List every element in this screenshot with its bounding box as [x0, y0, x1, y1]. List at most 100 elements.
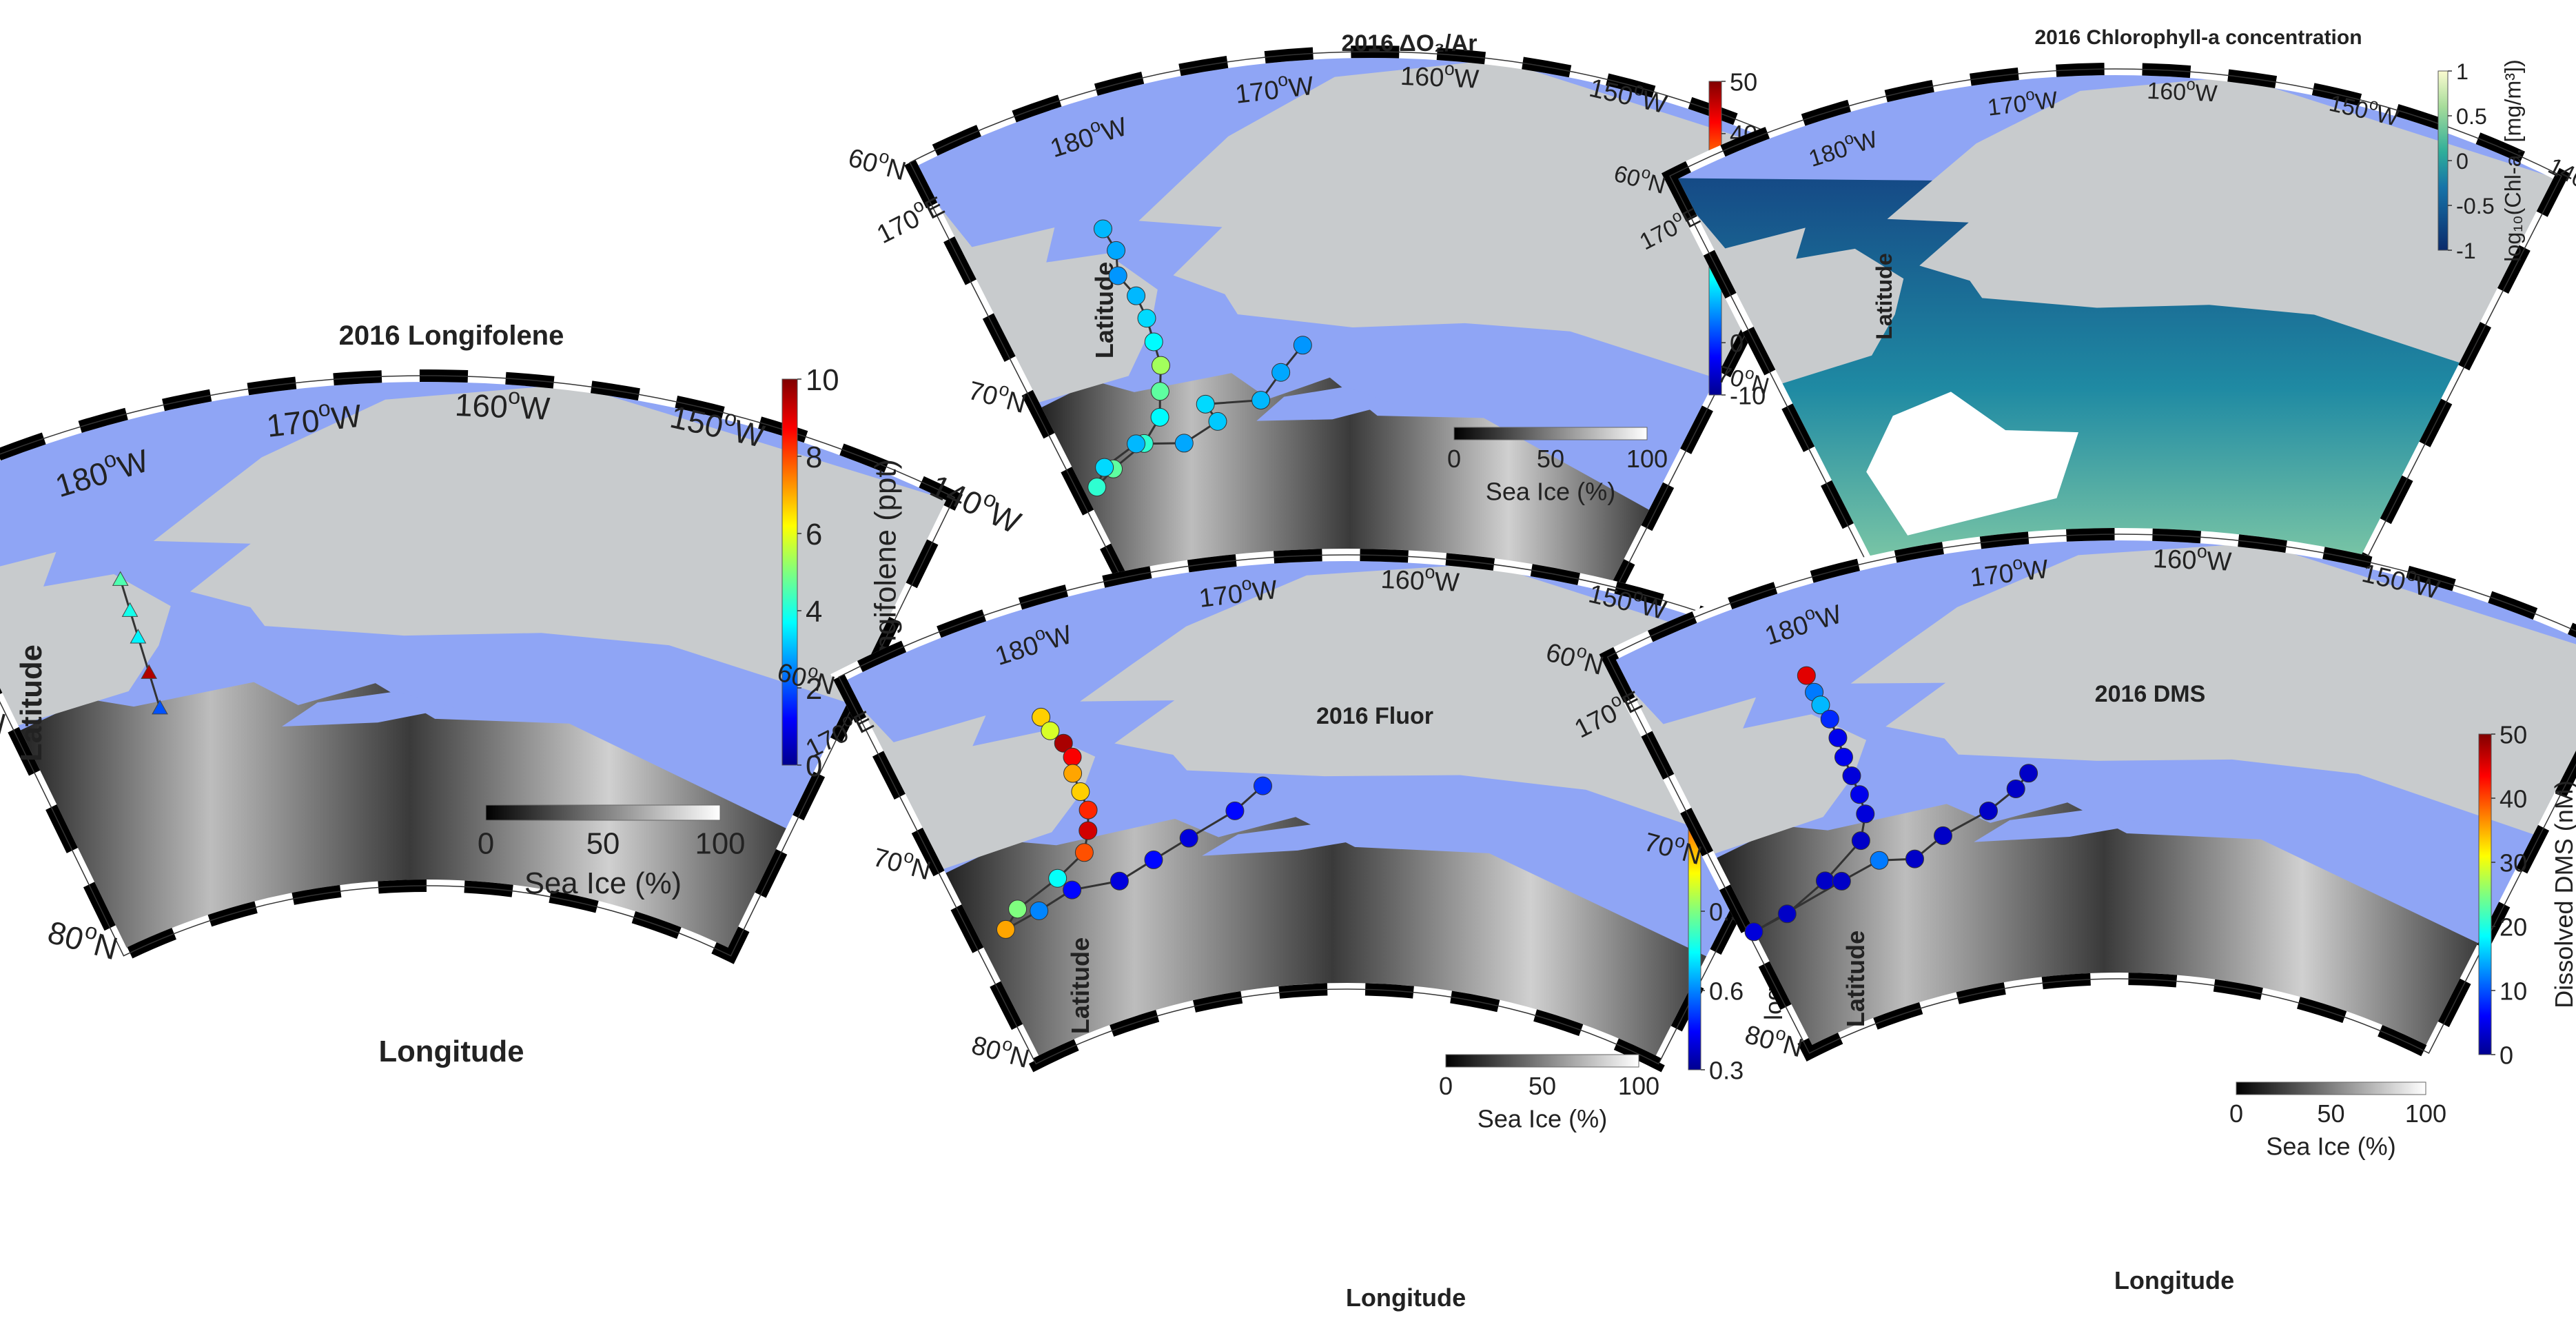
colorbar-tick-label: 50 [2500, 720, 2527, 749]
y-axis-label: Latitude [1841, 931, 1870, 1027]
track-marker [2006, 779, 2025, 798]
sea-ice-tick: 0 [1439, 1072, 1453, 1100]
map-body [1670, 68, 2562, 594]
map-panel-chla: 80oN70oN60oN170oE180oW170oW160oW150oW140… [1611, 26, 2576, 603]
track-marker [1151, 356, 1170, 375]
map-frame [0, 369, 963, 964]
colorbar-tick-label: 0 [2500, 1041, 2513, 1069]
track-marker [1225, 801, 1245, 820]
colorbar-label: log₁₀(Chl-a, [mg/m³]) [2500, 59, 2525, 261]
track-marker [1107, 241, 1126, 260]
sea-ice-colorbar [1445, 1054, 1639, 1068]
track-marker [1856, 804, 1875, 824]
panel-title: 2016 Longifolene [339, 321, 564, 351]
track-marker [1271, 363, 1291, 382]
track-marker [1744, 922, 1764, 942]
track-marker [1870, 851, 1889, 870]
panel-title: 2016 Chlorophyll-a concentration [2034, 26, 2362, 49]
track-marker [1030, 901, 1049, 920]
x-axis-label: Longitude [1346, 1283, 1466, 1312]
track-marker [1041, 721, 1060, 740]
colorbar-tick-label: 0.3 [1709, 1056, 1744, 1084]
track-marker [1820, 709, 1839, 729]
colorbar-tick-label: 4 [806, 595, 822, 629]
track-marker [1933, 826, 1952, 845]
track-marker [1251, 391, 1271, 410]
open-water-patch [1256, 386, 1393, 421]
track-marker [1842, 766, 1861, 786]
track-marker [1008, 900, 1028, 919]
track-marker [1797, 666, 1816, 685]
track-marker [1144, 850, 1163, 869]
y-axis-label: Latitude [1066, 937, 1094, 1034]
lon-label-3: 160oW [2147, 74, 2218, 108]
map-body [1607, 534, 2576, 1053]
track-marker [1108, 266, 1127, 285]
colorbar-tick-label: 30 [2500, 849, 2527, 877]
colorbar-tick-label: 20 [2500, 913, 2527, 941]
track-marker [1054, 733, 1073, 753]
sea-ice-tick: 100 [1626, 445, 1668, 473]
track-marker [1150, 407, 1169, 427]
sea-ice-tick: 50 [586, 826, 620, 860]
track-marker [1079, 821, 1098, 840]
land-russia [1607, 659, 1867, 857]
track-marker [1253, 776, 1272, 795]
colorbar-tick-label: 2 [806, 672, 822, 706]
y-axis-label: Latitude [1872, 253, 1897, 340]
track-marker [1079, 800, 1098, 820]
panel-title: 2016 ΔO₂/Ar [1341, 30, 1477, 57]
track-marker [1208, 412, 1227, 431]
land-russia [910, 164, 1158, 405]
colorbar-tick-label: 0.5 [2456, 104, 2487, 129]
land-russia [839, 679, 1096, 873]
track-marker [1196, 394, 1215, 414]
land-alaska [1850, 542, 2576, 844]
sea-ice-tick: 0 [478, 826, 494, 860]
colorbar-tick-label: 8 [806, 440, 822, 474]
colorbar-tick-label: -0.5 [2456, 194, 2495, 219]
track-marker [1293, 336, 1312, 355]
track-marker [1071, 782, 1090, 802]
sea-ice-area [11, 682, 809, 956]
track-marker [1815, 871, 1834, 891]
track-marker [1832, 871, 1851, 891]
track-marker [121, 602, 139, 617]
track-marker [1174, 434, 1194, 453]
sea-ice-colorbar [2236, 1081, 2426, 1095]
track-marker [1087, 478, 1107, 497]
lon-label-0: 170oE [870, 186, 949, 250]
track-marker [1110, 871, 1129, 891]
land-russia [0, 500, 171, 729]
track-marker [1811, 695, 1830, 715]
sea-ice-colorbar [1453, 427, 1648, 440]
y-axis-label: Latitude [14, 644, 48, 762]
track-marker [1095, 458, 1114, 477]
track-marker [1850, 785, 1869, 804]
track-marker [1150, 382, 1169, 401]
track-marker [1063, 880, 1082, 900]
track-marker [1179, 829, 1198, 848]
track-marker [1074, 843, 1094, 862]
open-water-patch [282, 691, 455, 727]
open-water-patch [1974, 809, 2147, 842]
track-marker [1851, 831, 1870, 851]
x-axis-label: Longitude [378, 1035, 524, 1068]
colorbar-tick-label: 0 [1730, 329, 1744, 357]
sea-ice-label: Sea Ice (%) [1486, 477, 1615, 505]
sea-ice-tick: 100 [1618, 1072, 1659, 1100]
value-colorbar [2478, 733, 2492, 1055]
panel-title: 2016 DMS [2095, 681, 2206, 707]
colorbar-tick-label: 10 [2500, 977, 2527, 1005]
colorbar-tick-label: 40 [2500, 784, 2527, 813]
sea-ice-colorbar [485, 804, 721, 821]
colorbar-tick-label: 6 [806, 518, 822, 551]
colorbar-tick-label: 0.6 [1709, 977, 1744, 1005]
land-alaska [1138, 59, 1833, 386]
track-marker [152, 700, 168, 715]
sea-ice-tick: 0 [1447, 445, 1461, 473]
colorbar-label: Dissolved DMS (nM) [2550, 780, 2576, 1008]
land-alaska [1887, 77, 2562, 371]
no-data-area [1866, 392, 2079, 536]
colorbar-tick-label: 1 [2456, 59, 2468, 84]
